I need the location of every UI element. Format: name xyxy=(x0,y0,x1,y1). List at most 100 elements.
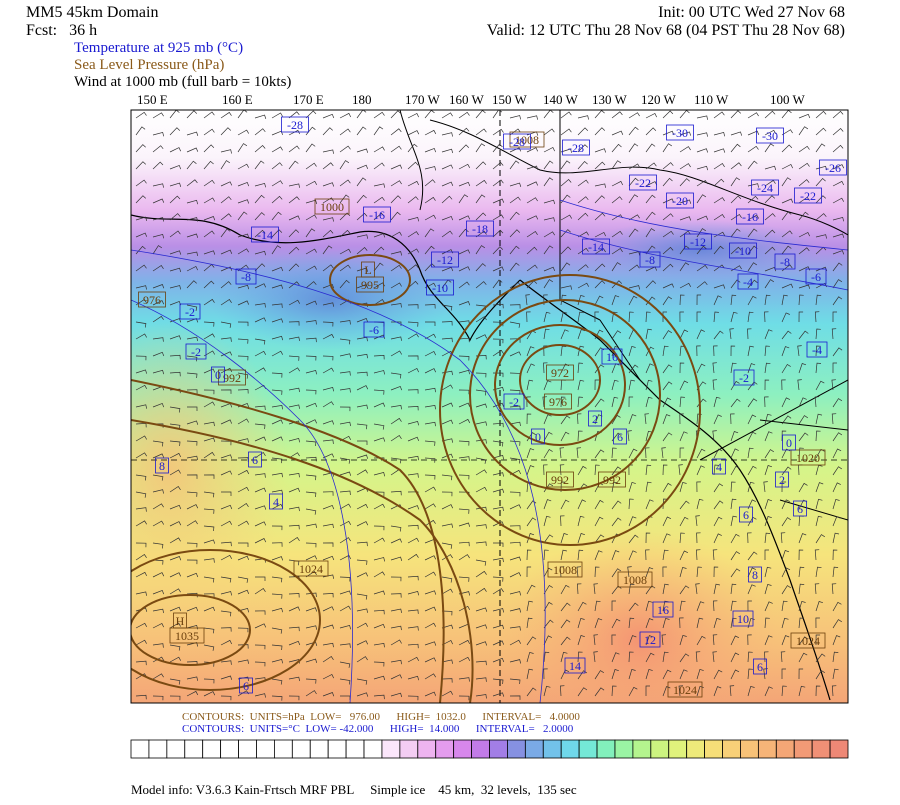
wind-barb xyxy=(305,474,317,481)
color-bar-cell xyxy=(668,739,688,759)
wind-barb xyxy=(458,181,471,187)
pressure-label-box xyxy=(790,632,826,649)
temperature-label: 0 xyxy=(786,436,792,450)
wind-barb xyxy=(611,262,621,272)
wind-barb xyxy=(169,182,182,187)
wind-barb xyxy=(186,455,198,461)
wind-barb xyxy=(237,338,249,344)
wind-barb xyxy=(458,228,469,238)
wind-barb xyxy=(186,251,198,256)
color-bar-cell xyxy=(453,739,472,759)
wind-barb xyxy=(628,214,640,221)
wind-barb xyxy=(594,398,605,408)
wind-barb xyxy=(271,335,284,341)
wind-barb xyxy=(696,115,708,120)
wind-barb xyxy=(543,380,552,391)
wind-barb xyxy=(254,436,267,442)
wind-barb xyxy=(424,503,436,510)
wind-barb xyxy=(186,266,199,272)
wind-barb xyxy=(424,387,436,393)
wind-barb xyxy=(526,600,533,612)
wind-barb xyxy=(220,520,233,527)
wind-barb xyxy=(203,389,215,395)
wind-barb xyxy=(645,499,654,510)
wind-barb xyxy=(492,624,505,630)
temperature-label: 2 xyxy=(779,473,785,487)
color-bar-cell xyxy=(202,739,222,759)
wind-barb xyxy=(662,381,673,391)
wind-barb xyxy=(712,430,717,442)
wind-barb xyxy=(220,627,232,632)
wind-barb xyxy=(135,404,148,409)
wind-barb xyxy=(407,321,419,327)
wind-barb xyxy=(628,143,639,153)
wind-barb xyxy=(322,149,334,154)
wind-barb xyxy=(560,499,570,510)
wind-barb xyxy=(611,130,624,136)
wind-barb xyxy=(526,584,536,595)
wind-barb xyxy=(730,652,740,663)
wind-barb xyxy=(475,457,487,464)
wind-barb xyxy=(492,229,504,238)
wind-barb xyxy=(203,678,215,684)
wind-barb xyxy=(815,601,824,612)
wind-barb xyxy=(815,294,822,306)
color-bar-cell xyxy=(489,739,508,759)
temperature-label-box xyxy=(588,410,602,427)
wind-barb xyxy=(220,660,232,665)
wind-barb xyxy=(475,541,487,546)
wind-barb xyxy=(713,500,724,510)
wind-barb xyxy=(679,329,689,340)
wind-barb xyxy=(594,534,605,544)
wind-barb xyxy=(747,145,759,153)
pressure-label-box xyxy=(598,471,626,488)
wind-barb xyxy=(288,640,301,646)
wind-barb xyxy=(407,355,419,360)
wind-barb xyxy=(152,233,165,239)
wind-barb xyxy=(152,656,165,663)
wind-barb xyxy=(322,386,335,392)
wind-barb xyxy=(781,346,790,357)
wind-barb xyxy=(322,401,334,408)
wind-barb xyxy=(305,143,316,153)
wind-barb xyxy=(254,367,266,374)
wind-barb xyxy=(390,264,402,272)
wind-barb xyxy=(169,556,182,561)
init-time: Init: 00 UTC Wed 27 Nov 68 xyxy=(658,4,845,21)
wind-barb xyxy=(390,385,403,391)
wind-barb xyxy=(203,368,216,374)
wind-barb xyxy=(407,524,419,530)
wind-barb xyxy=(645,311,651,323)
wind-barb xyxy=(543,345,548,357)
wind-barb xyxy=(679,396,685,408)
wind-barb xyxy=(747,567,756,578)
wind-barb xyxy=(832,498,840,510)
wind-barb xyxy=(577,247,589,255)
wind-barb xyxy=(390,231,402,238)
temperature-label: 2 xyxy=(592,412,598,426)
wind-barb xyxy=(220,281,232,289)
wind-barb xyxy=(713,448,723,459)
wind-barb xyxy=(390,282,402,289)
wind-barb xyxy=(713,264,725,272)
wind-barb xyxy=(781,430,787,442)
wind-barb xyxy=(475,559,487,566)
wind-barb xyxy=(424,351,437,357)
wind-barb xyxy=(593,651,598,663)
wind-barb xyxy=(373,423,385,430)
wind-barb xyxy=(696,566,702,578)
wind-barb xyxy=(203,350,216,357)
wind-barb xyxy=(764,345,770,357)
wind-barb xyxy=(288,336,300,341)
wind-barb xyxy=(339,457,351,464)
wind-barb xyxy=(339,145,351,153)
wind-barb xyxy=(458,508,470,514)
wind-barb xyxy=(611,295,620,306)
wind-barb xyxy=(339,279,350,289)
wind-barb xyxy=(373,471,386,477)
temperature-label: 4 xyxy=(273,495,279,509)
wind-barb xyxy=(152,217,165,222)
wind-barb xyxy=(644,413,649,425)
wind-barb xyxy=(203,451,215,459)
wind-barb xyxy=(611,248,623,255)
